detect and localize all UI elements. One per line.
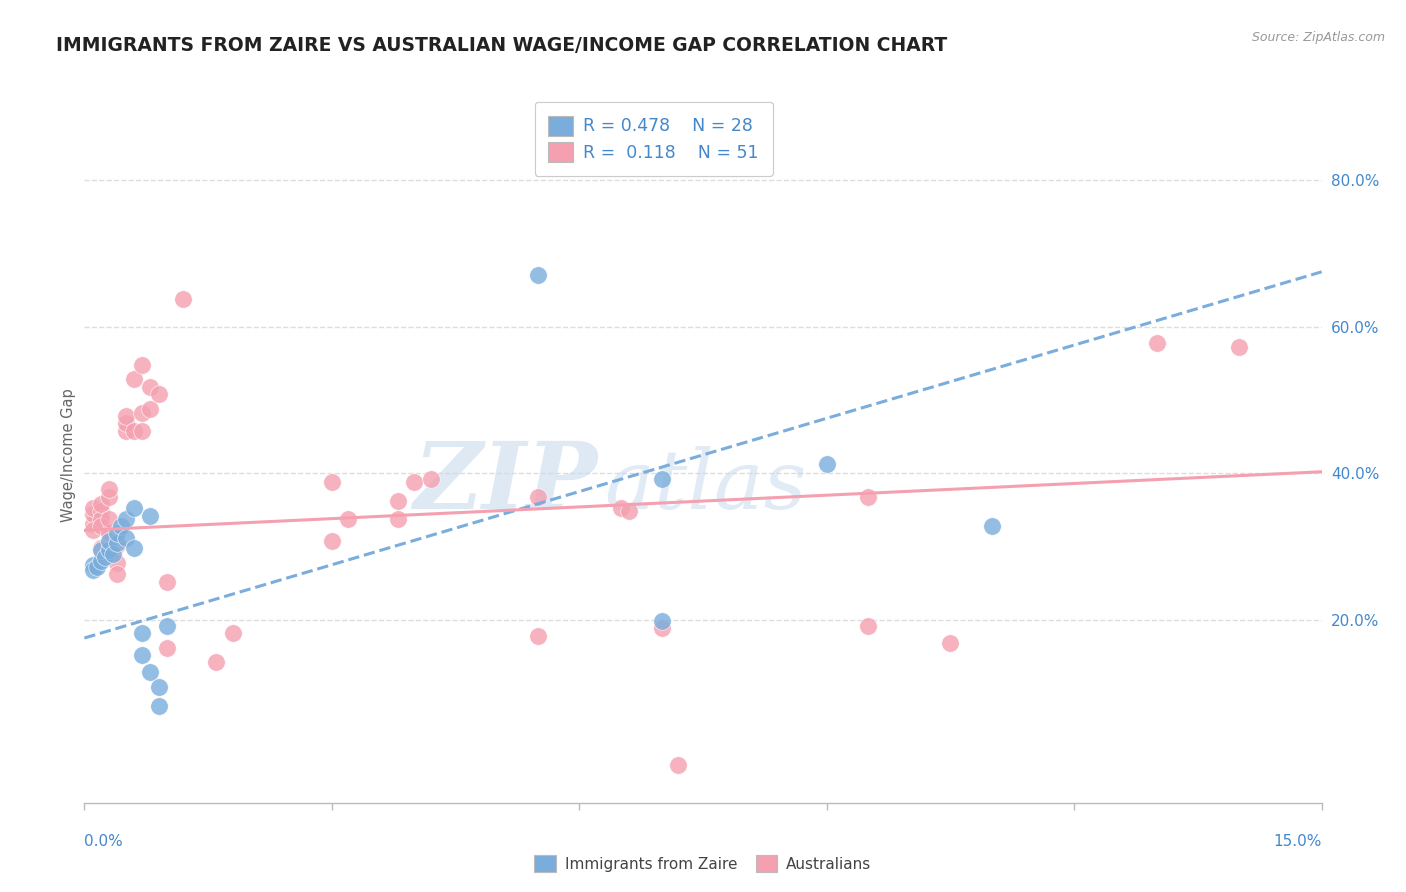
Y-axis label: Wage/Income Gap: Wage/Income Gap — [60, 388, 76, 522]
Point — [156, 640, 179, 655]
Point — [980, 519, 1002, 533]
Point — [90, 554, 112, 568]
Point — [82, 517, 104, 532]
Point — [114, 424, 136, 438]
Point — [527, 268, 550, 283]
Point — [1227, 340, 1250, 354]
Point — [105, 567, 128, 582]
Point — [131, 406, 153, 420]
Point — [82, 507, 104, 521]
Point — [114, 417, 136, 431]
Point — [156, 574, 179, 589]
Point — [815, 458, 838, 472]
Point — [131, 648, 153, 662]
Point — [98, 543, 121, 558]
Point — [148, 699, 170, 714]
Point — [527, 490, 550, 504]
Text: 0.0%: 0.0% — [84, 834, 124, 849]
Point — [98, 511, 121, 525]
Point — [387, 494, 409, 508]
Point — [1146, 335, 1168, 350]
Point — [404, 475, 426, 489]
Point — [609, 501, 631, 516]
Point — [222, 626, 245, 640]
Point — [156, 618, 179, 632]
Text: IMMIGRANTS FROM ZAIRE VS AUSTRALIAN WAGE/INCOME GAP CORRELATION CHART: IMMIGRANTS FROM ZAIRE VS AUSTRALIAN WAGE… — [56, 36, 948, 54]
Point — [321, 475, 343, 489]
Point — [98, 526, 121, 541]
Point — [139, 401, 162, 416]
Point — [651, 622, 673, 636]
Point — [122, 501, 145, 516]
Point — [82, 563, 104, 577]
Point — [617, 504, 640, 518]
Point — [98, 490, 121, 504]
Point — [148, 387, 170, 401]
Legend: R = 0.478    N = 28, R =  0.118    N = 51: R = 0.478 N = 28, R = 0.118 N = 51 — [534, 102, 772, 176]
Point — [139, 508, 162, 523]
Text: Source: ZipAtlas.com: Source: ZipAtlas.com — [1251, 31, 1385, 45]
Point — [82, 558, 104, 572]
Point — [856, 490, 879, 504]
Point — [103, 547, 125, 561]
Point — [105, 526, 128, 541]
Point — [114, 409, 136, 423]
Point — [90, 511, 112, 525]
Point — [114, 511, 136, 525]
Text: 15.0%: 15.0% — [1274, 834, 1322, 849]
Point — [98, 548, 121, 562]
Point — [90, 541, 112, 555]
Point — [114, 531, 136, 545]
Point — [105, 556, 128, 570]
Point — [131, 626, 153, 640]
Point — [131, 424, 153, 438]
Point — [527, 629, 550, 643]
Legend: Immigrants from Zaire, Australians: Immigrants from Zaire, Australians — [527, 847, 879, 880]
Point — [105, 538, 128, 552]
Point — [172, 292, 194, 306]
Point — [122, 372, 145, 386]
Point — [651, 472, 673, 486]
Point — [110, 519, 132, 533]
Point — [321, 533, 343, 548]
Point — [148, 680, 170, 694]
Point — [139, 665, 162, 680]
Point — [98, 533, 121, 548]
Point — [105, 536, 128, 550]
Point — [90, 497, 112, 511]
Text: atlas: atlas — [605, 446, 807, 526]
Point — [939, 636, 962, 650]
Point — [419, 472, 441, 486]
Point — [82, 524, 104, 538]
Point — [337, 511, 360, 525]
Point — [387, 511, 409, 525]
Point — [139, 380, 162, 394]
Point — [86, 560, 108, 574]
Point — [131, 358, 153, 372]
Point — [90, 519, 112, 533]
Point — [94, 550, 117, 565]
Point — [90, 543, 112, 558]
Point — [122, 541, 145, 555]
Point — [856, 618, 879, 632]
Point — [666, 757, 689, 772]
Text: ZIP: ZIP — [413, 438, 598, 528]
Point — [98, 483, 121, 497]
Point — [90, 504, 112, 518]
Point — [82, 501, 104, 516]
Point — [122, 424, 145, 438]
Point — [205, 655, 228, 669]
Point — [651, 614, 673, 628]
